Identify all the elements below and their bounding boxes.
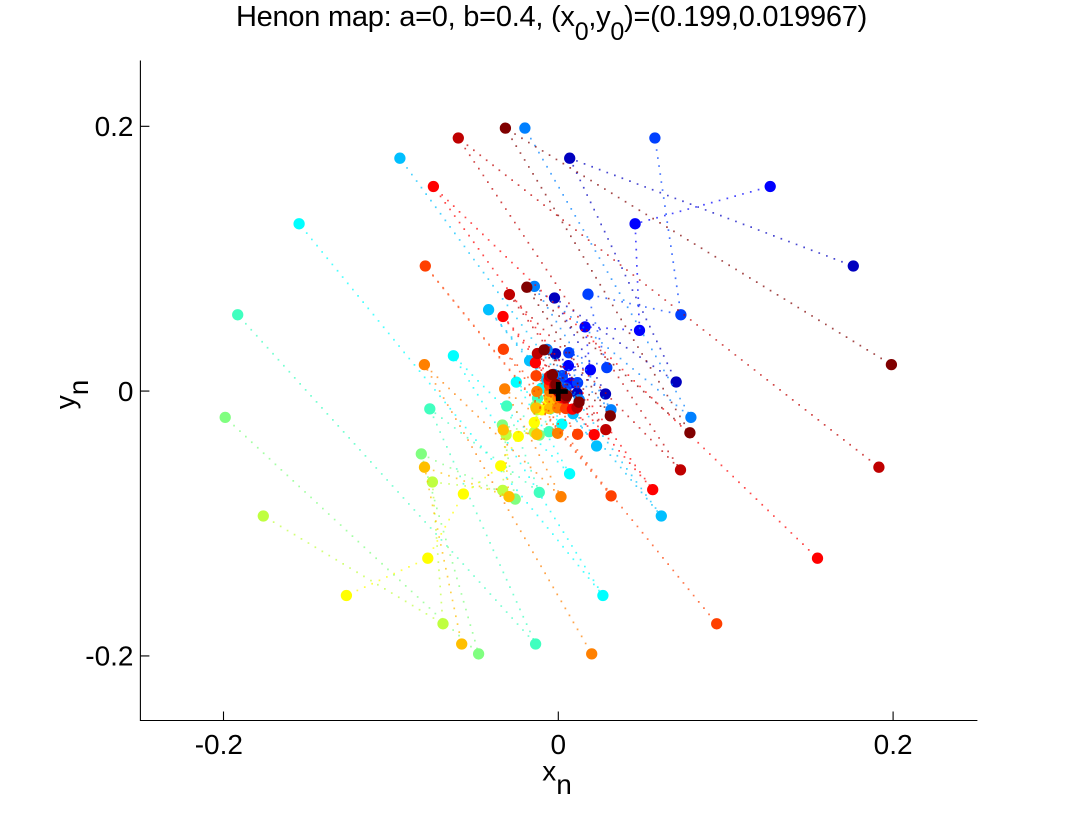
svg-text:0.2: 0.2 bbox=[95, 111, 134, 142]
svg-text:-0.2: -0.2 bbox=[85, 641, 133, 672]
svg-text:-0.2: -0.2 bbox=[195, 729, 243, 760]
svg-text:0: 0 bbox=[551, 729, 567, 760]
svg-text:0.2: 0.2 bbox=[874, 729, 913, 760]
svg-text:0: 0 bbox=[118, 376, 134, 407]
